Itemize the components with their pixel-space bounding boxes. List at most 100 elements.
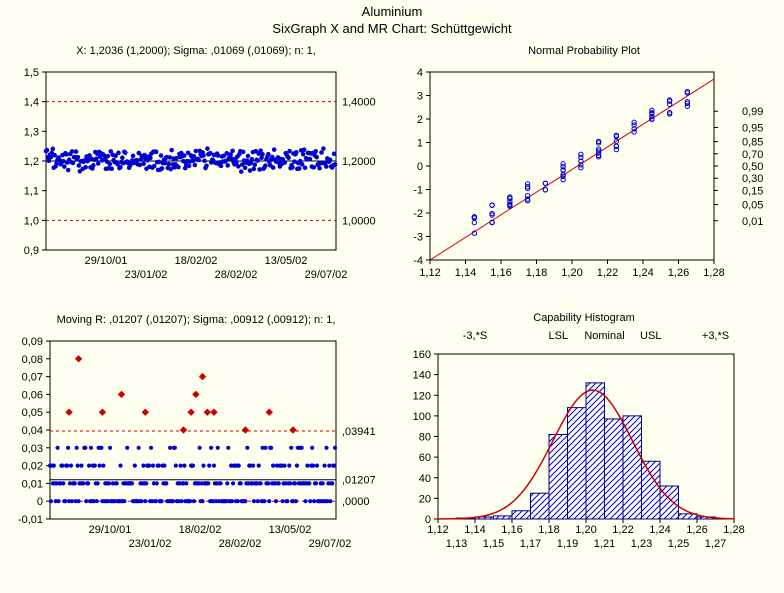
svg-text:1,19: 1,19 <box>557 538 578 550</box>
svg-text:1,12: 1,12 <box>427 524 448 536</box>
svg-text:-4: -4 <box>413 255 423 267</box>
svg-text:29/10/01: 29/10/01 <box>85 255 128 267</box>
svg-text:1,21: 1,21 <box>594 538 615 550</box>
svg-text:X: 1,2036 (1,2000); Sigma: ,01: X: 1,2036 (1,2000); Sigma: ,01069 (,0106… <box>76 45 316 57</box>
svg-text:0,85: 0,85 <box>742 137 763 149</box>
svg-text:1,3: 1,3 <box>24 126 39 138</box>
sub-title: SixGraph X and MR Chart: Schüttgewicht <box>0 19 784 36</box>
svg-text:0,70: 0,70 <box>742 149 763 161</box>
svg-text:0,04: 0,04 <box>22 425 43 437</box>
svg-text:2: 2 <box>417 114 423 126</box>
svg-text:0,50: 0,50 <box>742 161 763 173</box>
svg-text:USL: USL <box>640 330 661 342</box>
svg-text:0,06: 0,06 <box>22 389 43 401</box>
svg-text:Moving R: ,01207 (,01207); Sig: Moving R: ,01207 (,01207); Sigma: ,00912… <box>57 314 336 326</box>
svg-text:0,03: 0,03 <box>22 443 43 455</box>
svg-text:4: 4 <box>417 67 423 79</box>
svg-text:140: 140 <box>413 370 431 382</box>
svg-text:1,26: 1,26 <box>686 524 707 536</box>
svg-text:,01207: ,01207 <box>342 475 376 487</box>
svg-text:1: 1 <box>417 138 423 150</box>
svg-text:29/07/02: 29/07/02 <box>305 269 348 281</box>
svg-text:1,5: 1,5 <box>24 67 39 79</box>
svg-text:0,02: 0,02 <box>22 461 43 473</box>
svg-text:60: 60 <box>419 452 431 464</box>
svg-text:0,07: 0,07 <box>22 372 43 384</box>
svg-text:18/02/02: 18/02/02 <box>179 524 222 536</box>
svg-text:-1: -1 <box>413 185 423 197</box>
svg-text:160: 160 <box>413 349 431 361</box>
svg-text:0,08: 0,08 <box>22 354 43 366</box>
svg-text:0,01: 0,01 <box>742 216 763 228</box>
mr-chart-panel: Moving R: ,01207 (,01207); Sigma: ,00912… <box>6 309 390 574</box>
svg-text:0: 0 <box>37 496 43 508</box>
svg-text:-2: -2 <box>413 208 423 220</box>
svg-text:0,95: 0,95 <box>742 122 763 134</box>
svg-text:1,17: 1,17 <box>520 538 541 550</box>
svg-text:1,4000: 1,4000 <box>342 97 376 109</box>
svg-text:1,12: 1,12 <box>419 267 440 279</box>
svg-text:1,28: 1,28 <box>723 524 744 536</box>
svg-text:1,18: 1,18 <box>538 524 559 536</box>
svg-text:-3,*S: -3,*S <box>463 330 487 342</box>
svg-text:1,26: 1,26 <box>668 267 689 279</box>
svg-text:Nominal: Nominal <box>584 330 624 342</box>
svg-text:1,22: 1,22 <box>597 267 618 279</box>
svg-text:1,20: 1,20 <box>561 267 582 279</box>
svg-text:1,16: 1,16 <box>501 524 522 536</box>
svg-text:20: 20 <box>419 493 431 505</box>
svg-text:1,0: 1,0 <box>24 215 39 227</box>
svg-text:+3,*S: +3,*S <box>702 330 729 342</box>
svg-text:1,23: 1,23 <box>631 538 652 550</box>
svg-text:80: 80 <box>419 432 431 444</box>
svg-text:,0000: ,0000 <box>342 496 370 508</box>
svg-text:1,14: 1,14 <box>455 267 476 279</box>
svg-text:-0,01: -0,01 <box>18 514 43 526</box>
svg-text:100: 100 <box>413 411 431 423</box>
hist-chart-panel: Capability Histogram -3,*S LSL Nominal USL +3… <box>394 309 778 574</box>
svg-text:0,15: 0,15 <box>742 185 763 197</box>
svg-text:1,16: 1,16 <box>490 267 511 279</box>
svg-text:-3: -3 <box>413 232 423 244</box>
svg-text:18/02/02: 18/02/02 <box>175 255 218 267</box>
svg-text:1,18: 1,18 <box>526 267 547 279</box>
svg-text:1,2000: 1,2000 <box>342 156 376 168</box>
svg-text:1,27: 1,27 <box>705 538 726 550</box>
svg-text:29/07/02: 29/07/02 <box>309 538 352 550</box>
svg-text:28/02/02: 28/02/02 <box>215 269 258 281</box>
svg-text:1,20: 1,20 <box>575 524 596 536</box>
svg-text:LSL: LSL <box>548 330 568 342</box>
svg-text:1,24: 1,24 <box>632 267 653 279</box>
svg-text:23/01/02: 23/01/02 <box>129 538 172 550</box>
svg-text:29/10/01: 29/10/01 <box>89 524 132 536</box>
svg-text:0,05: 0,05 <box>742 200 763 212</box>
svg-text:120: 120 <box>413 390 431 402</box>
svg-text:1,24: 1,24 <box>649 524 670 536</box>
svg-text:0,09: 0,09 <box>22 336 43 348</box>
svg-text:,03941: ,03941 <box>342 426 376 438</box>
svg-text:1,14: 1,14 <box>464 524 485 536</box>
svg-text:0,01: 0,01 <box>22 478 43 490</box>
svg-text:1,28: 1,28 <box>703 267 724 279</box>
svg-text:1,13: 1,13 <box>446 538 467 550</box>
svg-text:0,30: 0,30 <box>742 173 763 185</box>
svg-text:1,1: 1,1 <box>24 186 39 198</box>
x-chart-panel: X: 1,2036 (1,2000); Sigma: ,01069 (,0106… <box>6 40 390 305</box>
svg-text:3: 3 <box>417 91 423 103</box>
svg-text:1,0000: 1,0000 <box>342 215 376 227</box>
svg-text:13/05/02: 13/05/02 <box>265 255 308 267</box>
svg-text:1,22: 1,22 <box>612 524 633 536</box>
svg-text:28/02/02: 28/02/02 <box>219 538 262 550</box>
svg-text:0: 0 <box>417 161 423 173</box>
svg-text:0,99: 0,99 <box>742 106 763 118</box>
svg-text:0,05: 0,05 <box>22 407 43 419</box>
svg-text:1,2: 1,2 <box>24 156 39 168</box>
svg-text:Capability Histogram: Capability Histogram <box>533 312 634 324</box>
svg-text:0,9: 0,9 <box>24 245 39 257</box>
svg-text:Normal Probability Plot: Normal Probability Plot <box>528 45 640 57</box>
svg-text:1,25: 1,25 <box>668 538 689 550</box>
svg-text:40: 40 <box>419 473 431 485</box>
svg-text:23/01/02: 23/01/02 <box>125 269 168 281</box>
svg-text:13/05/02: 13/05/02 <box>269 524 312 536</box>
svg-text:1,4: 1,4 <box>24 97 39 109</box>
